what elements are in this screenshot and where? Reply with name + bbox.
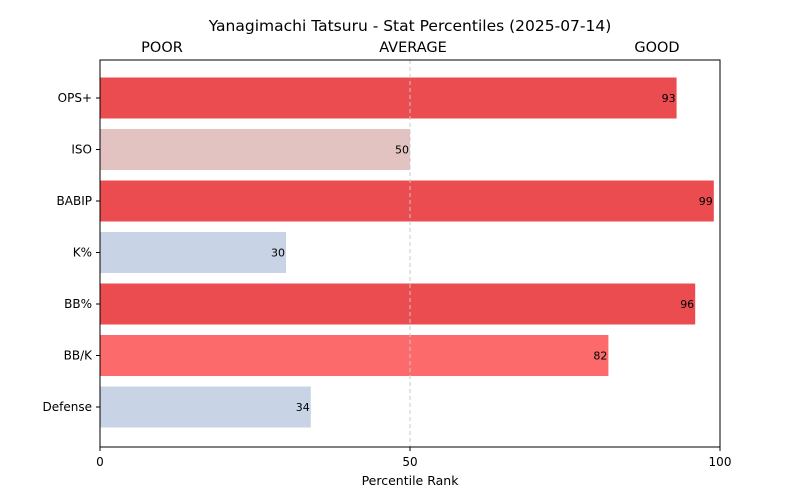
bar-bb <box>100 283 696 325</box>
x-tick-label-100: 100 <box>709 455 732 469</box>
data-label-iso: 50 <box>395 144 409 157</box>
bar-ops <box>100 77 677 119</box>
y-tick-label-bb: BB% <box>64 297 92 311</box>
bar-defense <box>100 386 311 428</box>
data-label-bb-k: 82 <box>593 350 607 363</box>
y-tick-label-ops: OPS+ <box>58 91 92 105</box>
plot-frame <box>99 59 721 448</box>
data-label-babip: 99 <box>699 195 713 208</box>
bars-group <box>100 77 714 428</box>
zone-label-good: GOOD <box>634 40 679 56</box>
y-tick-label-bb-k: BB/K <box>64 349 94 363</box>
y-axis-categories: OPS+ ISO BABIP K% BB% BB/K Defense <box>43 91 100 414</box>
bar-bb-k <box>100 335 609 376</box>
data-label-ops: 93 <box>662 92 676 105</box>
bar-k <box>100 232 286 273</box>
y-tick-label-babip: BABIP <box>57 194 92 208</box>
data-label-k: 30 <box>271 247 285 260</box>
zone-label-poor: POOR <box>141 40 183 56</box>
bar-iso <box>100 129 410 170</box>
bar-babip <box>100 180 714 222</box>
chart-title: Yanagimachi Tatsuru - Stat Percentiles (… <box>208 17 612 35</box>
zone-label-average: AVERAGE <box>379 40 447 56</box>
x-axis-ticks: 0 50 100 <box>96 447 731 469</box>
y-tick-label-iso: ISO <box>71 143 92 157</box>
x-tick-label-0: 0 <box>96 455 104 469</box>
data-label-bb: 96 <box>680 298 694 311</box>
x-tick-label-50: 50 <box>402 455 417 469</box>
y-tick-label-k: K% <box>73 246 92 260</box>
y-tick-label-defense: Defense <box>43 400 92 414</box>
data-label-defense: 34 <box>296 401 310 414</box>
data-labels-group: 93 50 99 30 96 82 34 <box>271 92 713 414</box>
x-axis-label: Percentile Rank <box>362 473 460 488</box>
